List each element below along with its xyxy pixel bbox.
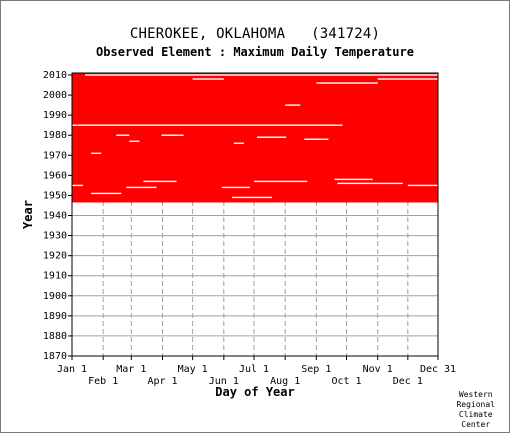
x-tick-label: Aug 1 bbox=[270, 376, 300, 387]
x-axis-label: Day of Year bbox=[215, 385, 294, 399]
y-tick-label: 2000 bbox=[43, 90, 67, 101]
missing-data-gap bbox=[304, 138, 329, 140]
x-tick-label: Feb 1 bbox=[88, 376, 118, 387]
missing-data-gap bbox=[231, 196, 273, 199]
x-tick-label: Oct 1 bbox=[331, 376, 361, 387]
missing-data-gap bbox=[85, 74, 439, 76]
missing-data-gap bbox=[285, 104, 301, 106]
missing-data-gap bbox=[257, 136, 287, 138]
missing-data-gap bbox=[334, 178, 373, 181]
missing-data-gap bbox=[233, 142, 244, 144]
y-tick-label: 1970 bbox=[43, 150, 67, 161]
y-tick-label: 1960 bbox=[43, 170, 67, 181]
missing-data-gap bbox=[377, 78, 438, 80]
missing-data-gap bbox=[126, 186, 157, 189]
missing-data-gap bbox=[253, 180, 308, 183]
axes: 1870 1880 1890 1900 1910 1920 1930 1940 1950 1960… bbox=[43, 70, 456, 387]
missing-data-gap bbox=[221, 186, 250, 189]
missing-data-gap bbox=[407, 184, 438, 187]
credit-block: Western Regional Climate Center bbox=[456, 390, 495, 430]
y-tick-label: 1940 bbox=[43, 211, 67, 222]
x-tick-label: Nov 1 bbox=[363, 364, 393, 375]
missing-data-gap bbox=[316, 82, 378, 84]
x-tick-label: Sep 1 bbox=[301, 364, 331, 375]
credit-line: Regional bbox=[456, 400, 495, 409]
y-axis-label: Year bbox=[21, 200, 35, 229]
x-tick-label: Jun 1 bbox=[209, 376, 239, 387]
x-tick-label: Dec 1 bbox=[393, 376, 423, 387]
x-tick-label: Apr 1 bbox=[147, 376, 177, 387]
y-tick-label: 1870 bbox=[43, 351, 67, 362]
y-tick-label: 1980 bbox=[43, 130, 67, 141]
x-tick-label: May 1 bbox=[178, 364, 208, 375]
credit-line: Climate bbox=[458, 410, 493, 419]
missing-data-gap bbox=[192, 78, 224, 80]
missing-data-gap bbox=[337, 182, 403, 185]
chart-title: CHEROKEE, OKLAHOMA (341724) bbox=[129, 26, 381, 42]
chart-subtitle: Observed Element : Maximum Daily Tempera… bbox=[96, 45, 414, 59]
missing-data-gap bbox=[129, 140, 140, 142]
missing-data-gap bbox=[91, 192, 122, 195]
y-tick-label: 1930 bbox=[43, 231, 67, 242]
credit-line: Western bbox=[458, 390, 493, 399]
y-tick-label: 1950 bbox=[43, 190, 67, 201]
missing-data-gap bbox=[143, 180, 177, 183]
y-tick-label: 2010 bbox=[43, 70, 67, 81]
y-tick-label: 1900 bbox=[43, 291, 67, 302]
plot-border bbox=[71, 72, 439, 357]
data-area bbox=[72, 72, 439, 203]
missing-data-gap bbox=[72, 184, 84, 187]
y-tick-label: 1920 bbox=[43, 251, 67, 262]
missing-data-gap bbox=[72, 124, 343, 126]
x-tick-label: Jul 1 bbox=[239, 364, 269, 375]
y-tick-label: 1880 bbox=[43, 331, 67, 342]
credit-line: Center bbox=[461, 420, 491, 429]
x-tick-label: Jan 1 bbox=[57, 364, 87, 375]
y-tick-label: 1910 bbox=[43, 271, 67, 282]
y-tick-label: 1990 bbox=[43, 110, 67, 121]
x-tick-label: Dec 31 bbox=[420, 364, 456, 375]
x-tick-label: Mar 1 bbox=[116, 364, 146, 375]
y-tick-label: 1890 bbox=[43, 311, 67, 322]
missing-data-gap bbox=[116, 134, 130, 136]
missing-data-gap bbox=[161, 134, 184, 136]
missing-data-gap bbox=[91, 152, 102, 154]
